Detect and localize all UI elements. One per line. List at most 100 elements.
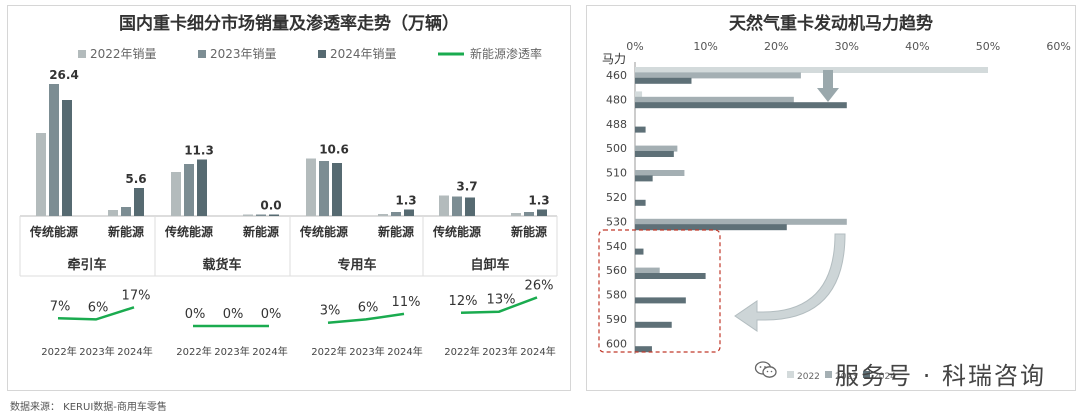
bar-自卸车-传统能源-3 xyxy=(465,197,475,216)
legend-swatch-3 xyxy=(318,50,326,58)
hbar-460-2024 xyxy=(635,77,692,84)
bar-牵引车-新能源-2 xyxy=(121,207,131,216)
bar-载货车-传统能源-3 xyxy=(197,159,207,216)
curved-arrow-icon xyxy=(734,233,846,332)
year-label: 2024年 xyxy=(520,345,555,358)
hbar-560-2024 xyxy=(635,273,706,279)
bar-data-label: 1.3 xyxy=(528,194,549,208)
hbar-510-2024 xyxy=(635,175,653,182)
legend-label-3: 2024年销量 xyxy=(330,47,397,61)
penetration-line-专用车 xyxy=(327,312,405,324)
legend-swatch-2 xyxy=(198,50,206,58)
year-label: 2023年 xyxy=(214,345,249,358)
penetration-label: 6% xyxy=(358,300,379,315)
bar-载货车-新能源-1 xyxy=(243,214,253,216)
legend-label-1: 2022年销量 xyxy=(90,47,157,61)
bar-自卸车-传统能源-1 xyxy=(439,195,449,216)
data-source-note: 数据来源： KERUI数据-商用车零售 xyxy=(10,402,167,413)
left-chart-title: 国内重卡细分市场销量及渗透率走势（万辆） xyxy=(119,14,459,34)
year-label: 2024年 xyxy=(252,345,287,358)
group-label: 牵引车 xyxy=(67,257,106,273)
x-tick-label: 50% xyxy=(976,40,1000,53)
bar-自卸车-传统能源-2 xyxy=(452,196,462,216)
y-axis-title: 马力 xyxy=(602,52,626,66)
x-tick-label: 10% xyxy=(693,40,717,53)
y-tick-label: 500 xyxy=(606,142,627,155)
bar-data-label: 10.6 xyxy=(319,143,349,157)
penetration-label: 0% xyxy=(223,307,244,322)
bar-牵引车-传统能源-3 xyxy=(62,100,72,216)
hbar-480-2023 xyxy=(635,96,794,103)
down-arrow-icon xyxy=(817,70,839,102)
penetration-label: 12% xyxy=(449,294,478,309)
group-label: 专用车 xyxy=(337,257,376,273)
legend-label-2024: 2024 xyxy=(873,372,896,382)
y-tick-label: 510 xyxy=(606,167,627,180)
hbar-460-2022 xyxy=(635,67,988,73)
hbar-530-2023 xyxy=(635,218,847,225)
bar-载货车-新能源-2 xyxy=(256,214,266,216)
legend-swatch-1 xyxy=(78,50,86,58)
y-tick-label: 600 xyxy=(606,337,627,350)
group-label: 自卸车 xyxy=(470,257,509,273)
penetration-label: 0% xyxy=(261,307,282,322)
hbar-530-2024 xyxy=(635,224,787,231)
x-tick-label: 60% xyxy=(1046,40,1070,53)
legend-label-2023: 2023 xyxy=(835,372,858,382)
y-tick-label: 560 xyxy=(606,264,627,277)
y-tick-label: 530 xyxy=(606,215,627,228)
bar-自卸车-新能源-3 xyxy=(537,209,547,216)
hbar-488-2024 xyxy=(635,126,646,133)
subcategory-label: 新能源 xyxy=(243,224,279,239)
legend-swatch-2023 xyxy=(825,371,832,378)
hbar-560-2023 xyxy=(635,267,660,274)
bar-自卸车-新能源-1 xyxy=(511,213,521,216)
hbar-480-2024 xyxy=(635,102,847,109)
bar-牵引车-传统能源-2 xyxy=(49,84,59,216)
penetration-label: 0% xyxy=(185,307,206,322)
bar-自卸车-新能源-2 xyxy=(524,212,534,216)
right-chart-title: 天然气重卡发动机马力趋势 xyxy=(729,14,933,34)
x-tick-label: 0% xyxy=(626,40,643,53)
hbar-600-2024 xyxy=(635,346,652,353)
year-label: 2024年 xyxy=(387,345,422,358)
horsepower-trend-chart: 马力0% 10% 20% 30% 40% 50% 60% 460 480 488 500 510 520… xyxy=(598,40,1071,382)
y-tick-label: 590 xyxy=(606,313,627,326)
year-label: 2023年 xyxy=(349,345,384,358)
bar-data-label: 5.6 xyxy=(125,172,146,186)
legend-label-penetration: 新能源渗透率 xyxy=(470,46,542,61)
hbar-580-2024 xyxy=(635,297,686,304)
legend-label-2022: 2022 xyxy=(797,372,820,382)
right-chart-panel: 天然气重卡发动机马力趋势 马力 0% 10% 20% 30% 40% 50% 60% 460 48… xyxy=(586,5,1076,391)
bar-载货车-传统能源-1 xyxy=(171,172,181,216)
y-tick-label: 488 xyxy=(606,118,627,131)
bar-载货车-传统能源-2 xyxy=(184,164,194,216)
bar-专用车-传统能源-3 xyxy=(332,163,342,216)
year-label: 2022年 xyxy=(41,345,76,358)
year-label: 2022年 xyxy=(176,345,211,358)
subcategory-label: 新能源 xyxy=(378,224,414,239)
penetration-label: 13% xyxy=(487,293,516,308)
year-label: 2023年 xyxy=(482,345,517,358)
x-tick-label: 20% xyxy=(764,40,788,53)
penetration-label: 6% xyxy=(88,300,109,315)
hbar-480-2022 xyxy=(635,91,643,98)
bar-专用车-传统能源-2 xyxy=(319,161,329,216)
hbar-500-2023 xyxy=(635,145,678,152)
wechat-icon xyxy=(754,361,777,378)
penetration-line-自卸车 xyxy=(460,296,538,315)
y-tick-label: 520 xyxy=(606,191,627,204)
legend-swatch-2022 xyxy=(787,371,794,378)
hbar-510-2023 xyxy=(635,170,685,176)
bar-专用车-新能源-1 xyxy=(378,214,388,216)
bar-data-label: 26.4 xyxy=(49,68,79,82)
subcategory-label: 传统能源 xyxy=(29,224,78,239)
penetration-line-牵引车 xyxy=(57,306,135,321)
bar-data-label: 0.0 xyxy=(260,199,281,213)
bar-专用车-新能源-3 xyxy=(404,209,414,216)
bar-data-label: 3.7 xyxy=(456,180,477,194)
year-label: 2024年 xyxy=(117,345,152,358)
y-tick-label: 540 xyxy=(606,240,627,253)
bar-专用车-传统能源-1 xyxy=(306,158,316,216)
